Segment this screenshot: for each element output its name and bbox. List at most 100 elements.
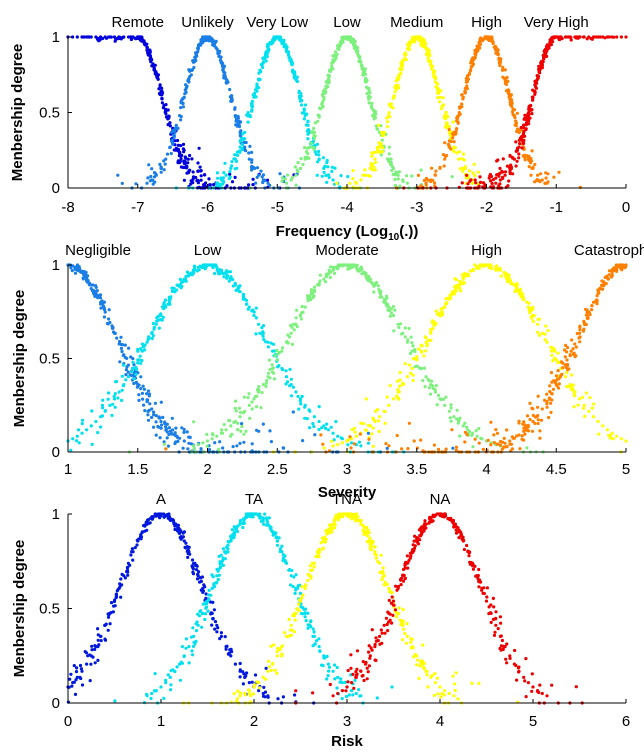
data-point bbox=[536, 322, 540, 326]
data-point bbox=[266, 694, 270, 698]
data-point bbox=[143, 43, 148, 47]
data-point bbox=[98, 296, 103, 300]
data-point bbox=[267, 358, 272, 362]
data-point bbox=[595, 302, 599, 306]
data-point bbox=[264, 381, 268, 385]
data-point bbox=[233, 399, 238, 403]
data-point bbox=[465, 425, 469, 429]
data-point bbox=[224, 173, 228, 177]
data-point bbox=[277, 364, 281, 368]
data-point bbox=[112, 397, 117, 401]
data-point bbox=[186, 555, 190, 560]
data-point bbox=[540, 331, 544, 335]
data-point bbox=[607, 269, 612, 273]
data-point bbox=[376, 127, 380, 131]
data-point bbox=[133, 546, 137, 550]
data-point bbox=[120, 374, 124, 378]
data-point bbox=[350, 513, 354, 517]
data-point bbox=[235, 153, 240, 157]
data-point bbox=[81, 276, 85, 280]
data-point bbox=[373, 645, 377, 649]
data-point bbox=[117, 390, 121, 394]
data-point bbox=[551, 387, 556, 391]
data-point bbox=[129, 355, 133, 359]
data-point bbox=[299, 157, 303, 161]
data-point bbox=[180, 101, 185, 105]
data-point bbox=[475, 434, 479, 438]
data-point bbox=[369, 541, 373, 546]
data-point bbox=[273, 354, 277, 358]
data-point bbox=[131, 373, 135, 377]
data-point bbox=[173, 522, 177, 526]
data-point bbox=[536, 421, 540, 426]
data-point bbox=[322, 170, 326, 174]
data-point bbox=[130, 369, 134, 374]
data-point bbox=[266, 181, 270, 185]
data-point bbox=[238, 675, 242, 679]
data-point bbox=[458, 106, 462, 110]
data-point bbox=[316, 553, 320, 557]
x-tick-label: 4.5 bbox=[546, 461, 567, 478]
data-point bbox=[143, 529, 147, 533]
data-point bbox=[379, 131, 384, 135]
data-point bbox=[129, 37, 133, 42]
data-point bbox=[413, 534, 417, 538]
data-point bbox=[463, 86, 467, 90]
data-point bbox=[433, 681, 437, 685]
data-point bbox=[78, 663, 83, 668]
data-point bbox=[235, 166, 239, 170]
data-point bbox=[154, 433, 158, 437]
data-point bbox=[395, 433, 399, 438]
data-point bbox=[247, 403, 251, 407]
data-point bbox=[424, 375, 428, 379]
data-point bbox=[299, 317, 303, 321]
data-point bbox=[215, 434, 219, 438]
data-point bbox=[299, 402, 303, 406]
data-point bbox=[201, 38, 205, 42]
data-point bbox=[461, 424, 465, 428]
data-point bbox=[624, 35, 628, 39]
data-point bbox=[565, 350, 569, 354]
data-point bbox=[391, 166, 396, 170]
data-point bbox=[596, 419, 600, 424]
data-point bbox=[458, 434, 462, 438]
data-point bbox=[419, 343, 423, 347]
data-point bbox=[517, 152, 521, 156]
data-point bbox=[385, 294, 389, 298]
data-point bbox=[113, 392, 117, 396]
data-point bbox=[405, 622, 409, 626]
data-point bbox=[370, 432, 374, 436]
data-point bbox=[145, 46, 149, 50]
data-point bbox=[351, 169, 355, 173]
data-point bbox=[486, 438, 490, 442]
data-point bbox=[127, 346, 131, 350]
data-point bbox=[282, 44, 286, 48]
data-point bbox=[518, 292, 522, 297]
data-point bbox=[250, 407, 254, 411]
data-point bbox=[326, 73, 330, 77]
data-point bbox=[154, 420, 158, 424]
data-point bbox=[266, 340, 270, 344]
data-point bbox=[136, 35, 140, 39]
data-point bbox=[508, 442, 512, 446]
data-point bbox=[391, 95, 396, 99]
data-point bbox=[124, 378, 128, 382]
data-point bbox=[544, 49, 548, 54]
data-point bbox=[527, 301, 531, 305]
data-point bbox=[201, 602, 205, 606]
data-point bbox=[403, 362, 407, 366]
data-point bbox=[545, 392, 549, 396]
data-point bbox=[369, 646, 373, 650]
data-point bbox=[199, 174, 203, 178]
data-point bbox=[424, 349, 428, 353]
data-point bbox=[496, 627, 500, 631]
data-point bbox=[396, 387, 400, 392]
data-point bbox=[570, 338, 574, 342]
data-point bbox=[405, 43, 410, 47]
data-point bbox=[267, 659, 271, 663]
data-point bbox=[410, 550, 414, 554]
data-point bbox=[365, 534, 370, 538]
data-point bbox=[565, 358, 569, 362]
data-point bbox=[451, 120, 455, 124]
data-point bbox=[374, 553, 378, 557]
